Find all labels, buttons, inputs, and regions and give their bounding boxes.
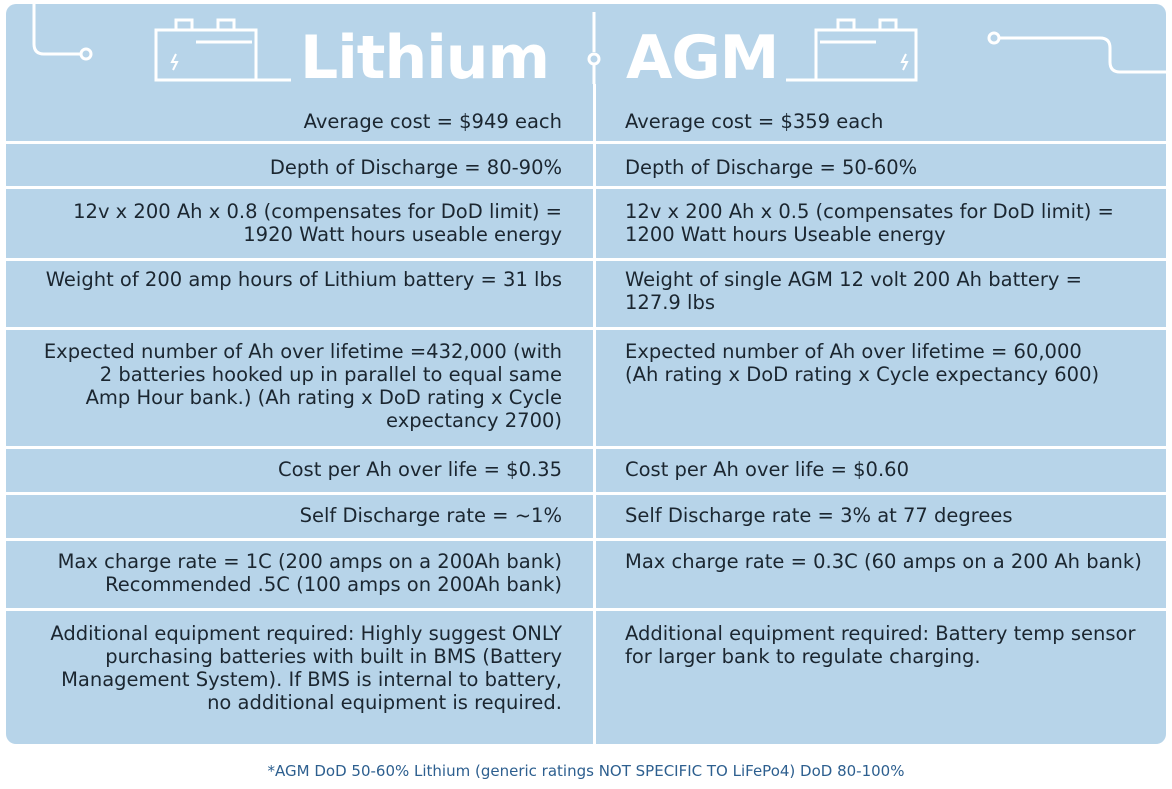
lithium-title: Lithium — [300, 23, 550, 93]
agm-cell: Max charge rate = 0.3C (60 amps on a 200… — [595, 550, 1166, 596]
cell-line: Additional equipment required: Highly su… — [50, 622, 562, 645]
agm-cell: Average cost = $359 each — [595, 110, 1166, 133]
agm-cell: Weight of single AGM 12 volt 200 Ah batt… — [595, 268, 1166, 314]
cell-line: Recommended .5C (100 amps on 200Ah bank) — [105, 573, 562, 596]
cell-line: Self Discharge rate = 3% at 77 degrees — [625, 504, 1013, 527]
agm-cell: Cost per Ah over life = $0.60 — [595, 458, 1166, 481]
cell-line: Expected number of Ah over lifetime =432… — [43, 340, 562, 363]
circuit-trace-icon — [32, 4, 80, 56]
table-row: Additional equipment required: Highly su… — [6, 622, 1166, 714]
cell-line: Additional equipment required: Battery t… — [625, 622, 1136, 645]
cell-line: Weight of single AGM 12 volt 200 Ah batt… — [625, 268, 1082, 291]
row-separator — [6, 608, 1166, 611]
lithium-cell: Self Discharge rate = ~1% — [6, 504, 595, 527]
cell-line: 2 batteries hooked up in parallel to equ… — [99, 363, 562, 386]
agm-cell: Depth of Discharge = 50-60% — [595, 156, 1166, 179]
agm-cell: Expected number of Ah over lifetime = 60… — [595, 340, 1166, 432]
cell-line: Cost per Ah over life = $0.35 — [278, 458, 562, 481]
footnote: *AGM DoD 50-60% Lithium (generic ratings… — [267, 762, 905, 780]
row-separator — [6, 446, 1166, 449]
cell-line: Max charge rate = 0.3C (60 amps on a 200… — [625, 550, 1142, 573]
cell-line: 12v x 200 Ah x 0.8 (compensates for DoD … — [73, 200, 562, 223]
lithium-cell: Weight of 200 amp hours of Lithium batte… — [6, 268, 595, 314]
cell-line: Depth of Discharge = 50-60% — [625, 156, 918, 179]
cell-line: 12v x 200 Ah x 0.5 (compensates for DoD … — [625, 200, 1114, 223]
cell-line: expectancy 2700) — [386, 409, 562, 432]
lithium-cell: Depth of Discharge = 80-90% — [6, 156, 595, 179]
row-separator — [6, 258, 1166, 261]
row-separator — [6, 538, 1166, 541]
cell-line: Management System). If BMS is internal t… — [61, 668, 562, 691]
cell-line: Amp Hour bank.) (Ah rating x DoD rating … — [85, 386, 562, 409]
cell-line: 1200 Watt hours Useable energy — [625, 223, 946, 246]
table-row: Weight of 200 amp hours of Lithium batte… — [6, 268, 1166, 314]
cell-line: Average cost = $359 each — [625, 110, 884, 133]
battery-icon — [154, 18, 258, 82]
lightning-bolt-icon — [900, 53, 909, 71]
lightning-bolt-icon — [170, 53, 179, 71]
row-separator — [6, 492, 1166, 495]
row-separator — [6, 141, 1166, 144]
cell-line: purchasing batteries with built in BMS (… — [105, 645, 562, 668]
agm-cell: Additional equipment required: Battery t… — [595, 622, 1166, 714]
cell-line: (Ah rating x DoD rating x Cycle expectan… — [625, 363, 1100, 386]
table-row: Max charge rate = 1C (200 amps on a 200A… — [6, 550, 1166, 596]
lithium-cell: Expected number of Ah over lifetime =432… — [6, 340, 595, 432]
column-divider — [593, 84, 596, 744]
cell-line: 127.9 lbs — [625, 291, 715, 314]
lithium-cell: 12v x 200 Ah x 0.8 (compensates for DoD … — [6, 200, 595, 246]
cell-line: Depth of Discharge = 80-90% — [269, 156, 562, 179]
lithium-cell: Additional equipment required: Highly su… — [6, 622, 595, 714]
cell-line: no additional equipment is required. — [207, 691, 562, 714]
table-row: 12v x 200 Ah x 0.8 (compensates for DoD … — [6, 200, 1166, 246]
header-decoration — [32, 4, 1166, 84]
battery-icon — [814, 18, 918, 82]
cell-line: Weight of 200 amp hours of Lithium batte… — [45, 268, 562, 291]
row-separator — [6, 327, 1166, 330]
table-row: Average cost = $949 each Average cost = $… — [6, 110, 1166, 133]
lithium-cell: Cost per Ah over life = $0.35 — [6, 458, 595, 481]
table-row: Expected number of Ah over lifetime =432… — [6, 340, 1166, 432]
lithium-cell: Average cost = $949 each — [6, 110, 595, 133]
circuit-trace-icon — [1000, 36, 1166, 74]
table-row: Depth of Discharge = 80-90% Depth of Disc… — [6, 156, 1166, 179]
table-row: Self Discharge rate = ~1% Self Discharge … — [6, 504, 1166, 527]
cell-line: Expected number of Ah over lifetime = 60… — [625, 340, 1082, 363]
cell-line: for larger bank to regulate charging. — [625, 645, 981, 668]
cell-line: Cost per Ah over life = $0.60 — [625, 458, 909, 481]
cell-line: Average cost = $949 each — [303, 110, 562, 133]
comparison-card: Lithium AGM Average cost = $949 each Aver… — [6, 4, 1166, 744]
agm-title: AGM — [626, 23, 779, 93]
row-separator — [6, 186, 1166, 189]
cell-line: Max charge rate = 1C (200 amps on a 200A… — [57, 550, 562, 573]
agm-cell: Self Discharge rate = 3% at 77 degrees — [595, 504, 1166, 527]
agm-cell: 12v x 200 Ah x 0.5 (compensates for DoD … — [595, 200, 1166, 246]
lithium-cell: Max charge rate = 1C (200 amps on a 200A… — [6, 550, 595, 596]
cell-line: 1920 Watt hours useable energy — [243, 223, 562, 246]
cell-line: Self Discharge rate = ~1% — [299, 504, 562, 527]
table-row: Cost per Ah over life = $0.35 Cost per Ah… — [6, 458, 1166, 481]
